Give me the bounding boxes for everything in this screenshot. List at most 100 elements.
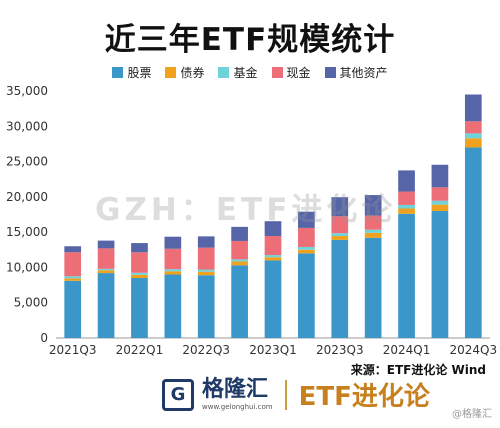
footer-brand-etf: ETF进化论 bbox=[298, 382, 430, 412]
brand-name: 格隆汇 bbox=[202, 376, 269, 402]
bar-segment bbox=[231, 226, 248, 241]
bar-segment bbox=[398, 170, 415, 192]
bar-segment bbox=[364, 195, 382, 216]
bar-segment bbox=[131, 274, 148, 279]
bar-segment bbox=[164, 248, 182, 270]
legend-swatch bbox=[112, 67, 124, 78]
y-tick-label: 35,000 bbox=[6, 84, 48, 98]
bar-segment bbox=[298, 211, 315, 228]
bar-segment bbox=[97, 248, 115, 269]
bar-segment bbox=[164, 274, 182, 338]
bar-segment bbox=[431, 200, 449, 205]
bar-segment bbox=[64, 252, 82, 277]
bar-segment bbox=[164, 236, 182, 249]
bar-segment bbox=[231, 261, 248, 266]
legend-item: 现金 bbox=[271, 64, 311, 81]
y-tick-label: 30,000 bbox=[6, 119, 48, 133]
legend-item: 股票 bbox=[112, 64, 151, 81]
brand-url: www.gelonghui.com bbox=[202, 402, 273, 411]
bar-segment bbox=[464, 147, 482, 338]
brand-logo-icon: G bbox=[162, 378, 194, 411]
y-tick-label: 10,000 bbox=[6, 260, 48, 274]
source-note: 来源：ETF进化论 Wind bbox=[350, 363, 486, 377]
bar-segment bbox=[464, 121, 482, 134]
bar-segment bbox=[431, 164, 449, 188]
bar-segment bbox=[197, 271, 215, 276]
bar-segment bbox=[64, 280, 82, 338]
footer-divider bbox=[284, 379, 287, 410]
footer-branding: G 格隆汇 www.gelonghui.com ETF进化论 bbox=[162, 376, 430, 413]
bar-segment bbox=[131, 272, 148, 275]
legend-label: 股票 bbox=[127, 66, 152, 80]
y-tick-label: 0 bbox=[40, 331, 48, 345]
bar-segment bbox=[331, 216, 349, 234]
x-tick-label: 2022Q3 bbox=[182, 343, 230, 357]
bar-segment bbox=[131, 278, 148, 338]
bar-segment bbox=[97, 268, 115, 271]
brand-block: 格隆汇 www.gelonghui.com bbox=[202, 376, 273, 411]
bar-segment bbox=[164, 269, 182, 272]
bar-segment bbox=[364, 237, 382, 338]
bar-segment bbox=[398, 213, 415, 338]
x-tick-label: 2023Q3 bbox=[316, 343, 364, 357]
bar-segment bbox=[298, 227, 315, 247]
legend-label: 现金 bbox=[286, 66, 311, 80]
legend-swatch bbox=[324, 67, 336, 78]
chart-legend: 股票 债券 基金 现金 其他资产 bbox=[0, 64, 500, 81]
bar-segment bbox=[331, 236, 349, 240]
bar-segment bbox=[164, 271, 182, 275]
bar-segment bbox=[64, 276, 82, 279]
bar-segment bbox=[331, 197, 349, 217]
legend-swatch bbox=[218, 67, 230, 78]
bar-segment bbox=[231, 265, 248, 338]
bar-segment bbox=[431, 204, 449, 211]
bar-segment bbox=[131, 252, 148, 273]
bar-segment bbox=[364, 215, 382, 230]
x-tick-label: 2024Q3 bbox=[449, 343, 497, 357]
legend-label: 债券 bbox=[180, 66, 205, 80]
bar-segment bbox=[431, 210, 449, 338]
stacked-bar-chart: 0 5,000 10,000 15,000 20,000 25,000 30,000 35,0… bbox=[6, 84, 497, 357]
bar-segment bbox=[464, 94, 482, 122]
bar-segment bbox=[298, 249, 315, 254]
bar-segment bbox=[331, 233, 349, 237]
legend-swatch bbox=[271, 67, 283, 78]
x-tick-label: 2024Q1 bbox=[383, 343, 431, 357]
bar-segment bbox=[431, 187, 449, 201]
bar-segment bbox=[464, 133, 482, 139]
bar-segment bbox=[298, 246, 315, 250]
bar-segment bbox=[264, 236, 282, 256]
bar-segment bbox=[398, 208, 415, 214]
x-tick-label: 2021Q3 bbox=[49, 343, 97, 357]
y-tick-label: 25,000 bbox=[6, 155, 48, 169]
legend-label: 其他资产 bbox=[339, 66, 388, 80]
corner-watermark: @格隆汇 bbox=[452, 409, 492, 420]
legend-swatch bbox=[165, 67, 177, 78]
y-tick-label: 5,000 bbox=[14, 296, 48, 310]
bar-segment bbox=[197, 236, 215, 248]
bar-segment bbox=[398, 191, 415, 205]
bar-segment bbox=[197, 275, 215, 338]
x-tick-label: 2023Q1 bbox=[249, 343, 297, 357]
bar-segment bbox=[398, 204, 415, 209]
bar-segment bbox=[264, 257, 282, 261]
bar-segment bbox=[264, 260, 282, 338]
y-tick-label: 15,000 bbox=[6, 225, 48, 239]
bar-segment bbox=[231, 240, 248, 260]
bar-segment bbox=[364, 229, 382, 233]
bar-segment bbox=[264, 255, 282, 258]
legend-item: 债券 bbox=[165, 64, 204, 81]
bar-segment bbox=[131, 243, 148, 253]
bar-segment bbox=[364, 232, 382, 238]
bar-segment bbox=[331, 239, 349, 338]
bar-segment bbox=[197, 247, 215, 270]
bar-segment bbox=[97, 273, 115, 338]
bar-segment bbox=[97, 270, 115, 274]
y-tick-label: 20,000 bbox=[6, 190, 48, 204]
bar-segment bbox=[298, 253, 315, 338]
legend-label: 基金 bbox=[233, 66, 258, 80]
bar-segment bbox=[64, 246, 82, 253]
bar-segment bbox=[97, 240, 115, 249]
bar-segment bbox=[464, 138, 482, 148]
bar-segment bbox=[197, 269, 215, 272]
